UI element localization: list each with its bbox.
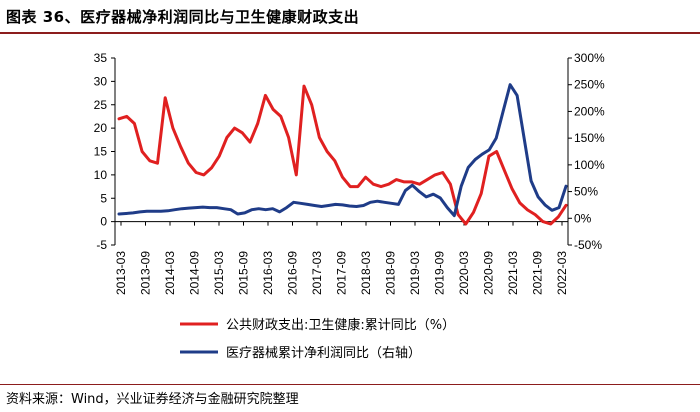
series-lines [117, 83, 568, 226]
right-tick-label: 100% [574, 158, 605, 172]
right-tick-label: 250% [574, 78, 605, 92]
x-tick-label: 2013-09 [139, 251, 153, 295]
left-tick-label: 20 [94, 121, 108, 135]
x-tick-label: 2016-03 [261, 251, 275, 295]
x-tick-label: 2014-09 [188, 251, 202, 295]
x-tick-label: 2019-09 [433, 251, 447, 295]
x-tick-label: 2021-09 [531, 251, 545, 295]
health-expenditure-line [117, 84, 568, 226]
right-tick-label: 0% [574, 211, 592, 225]
legend: 公共财政支出:卫生健康:累计同比（%） 医疗器械累计净利润同比（右轴） [180, 317, 455, 361]
left-tick-label: 35 [94, 51, 108, 65]
right-tick-label: 50% [574, 185, 598, 199]
x-tick-label: 2019-03 [408, 251, 422, 295]
x-tick-label: 2016-09 [286, 251, 300, 295]
chart-title: 图表 36、医疗器械净利润同比与卫生健康财政支出 [6, 8, 360, 26]
title-divider [0, 32, 700, 34]
left-tick-label: 25 [94, 98, 108, 112]
x-tick-label: 2015-09 [237, 251, 251, 295]
right-tick-label: -50% [574, 238, 602, 252]
right-tick-label: 300% [574, 51, 605, 65]
left-tick-label: -5 [96, 238, 107, 252]
legend-label-health: 公共财政支出:卫生健康:累计同比（%） [226, 317, 455, 333]
x-tick-label: 2021-03 [506, 251, 520, 295]
legend-label-device: 医疗器械累计净利润同比（右轴） [226, 346, 421, 361]
left-tick-label: 30 [94, 74, 108, 88]
device-profit-line [117, 83, 568, 218]
left-tick-label: 0 [100, 215, 107, 229]
left-tick-label: 5 [100, 191, 107, 205]
left-tick-label: 15 [94, 145, 108, 159]
x-tick-label: 2014-03 [163, 251, 177, 295]
x-tick-label: 2022-03 [555, 251, 569, 295]
x-tick-label: 2015-03 [212, 251, 226, 295]
x-tick-label: 2018-09 [384, 251, 398, 295]
axis-ticks: 35 30 25 20 15 10 5 0 -5 300% 250% 200% 150% 100% 50% 0… [94, 51, 605, 295]
source-divider [0, 384, 700, 385]
source-note: 资料来源：Wind，兴业证券经济与金融研究院整理 [6, 392, 299, 407]
x-tick-label: 2017-09 [335, 251, 349, 295]
right-tick-label: 200% [574, 104, 605, 118]
left-tick-label: 10 [94, 168, 108, 182]
x-tick-label: 2017-03 [310, 251, 324, 295]
x-tick-label: 2020-09 [482, 251, 496, 295]
x-tick-label: 2013-03 [114, 251, 128, 295]
x-tick-label: 2018-03 [359, 251, 373, 295]
x-tick-label: 2020-03 [457, 251, 471, 295]
right-tick-label: 150% [574, 131, 605, 145]
